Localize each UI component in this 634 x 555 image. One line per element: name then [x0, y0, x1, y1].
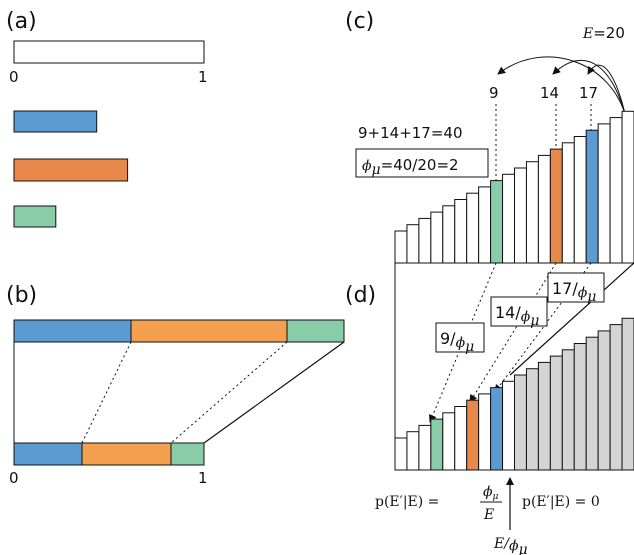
formula-right: p(E′|E) = 0	[522, 494, 600, 510]
bar-c-3	[418, 217, 432, 264]
panel-c-label: (c)	[345, 9, 374, 34]
segment-orange	[13, 158, 129, 182]
formula-frac-num: ϕμ	[483, 484, 499, 502]
bar-d-6	[454, 406, 468, 471]
panel-b-label: (b)	[6, 283, 37, 308]
unit-interval-end: 1	[198, 68, 208, 86]
bar-d-13	[537, 361, 551, 471]
stacked-bottom-green	[170, 442, 205, 466]
cutoff-label: E/ϕμ	[493, 536, 528, 555]
panel-d-label: (d)	[345, 283, 376, 308]
unit-interval-start: 0	[9, 68, 19, 86]
box-14-phi	[490, 296, 548, 327]
bar-d-16	[573, 343, 587, 471]
bar-c-19	[609, 117, 623, 264]
panel-c: (c) E=20 9 14 17 9+14+17=40 ϕμ=40/20=2	[345, 9, 634, 264]
bar-c-18	[597, 123, 611, 264]
transition-right	[509, 262, 634, 376]
bar-d-12	[525, 368, 539, 471]
box-14-text: 14/ϕμ	[495, 303, 539, 329]
bar-d-1	[394, 437, 408, 471]
panel-a-label: (a)	[6, 9, 37, 34]
formula-frac-den: E	[483, 507, 494, 523]
arrow-to-17	[587, 64, 627, 119]
bar-c-20	[621, 110, 634, 264]
bar-c-15	[561, 142, 575, 264]
bar-d-14	[549, 355, 563, 471]
stacked-top-green	[286, 319, 345, 343]
connector-dotted-1	[81, 341, 132, 444]
bar-c-1	[394, 230, 408, 264]
bar-d-19	[609, 324, 623, 471]
phi-box	[355, 148, 489, 178]
phi-value: =40/20=2	[381, 156, 459, 174]
connector-dotted-2	[170, 341, 288, 444]
bar-d-4	[430, 418, 444, 471]
bar-c-2	[406, 224, 420, 264]
bar-d-8	[478, 393, 492, 471]
bar-c-12	[525, 161, 539, 264]
bar-d-20	[621, 317, 634, 471]
phi-subscript: μ	[372, 162, 381, 178]
stacked-top-blue	[13, 319, 132, 343]
bar-c-9	[490, 180, 504, 264]
bars-d	[394, 317, 634, 471]
stacked-bottom-start: 0	[9, 469, 19, 487]
energy-value: =20	[593, 24, 625, 42]
arrow-to-14	[552, 60, 627, 119]
bar-d-15	[561, 349, 575, 471]
bar-c-5	[442, 205, 456, 264]
bar-c-7	[466, 192, 480, 264]
bar-d-9	[490, 387, 504, 471]
sum-text: 9+14+17=40	[358, 124, 463, 142]
phi-text: ϕμ=40/20=2	[362, 156, 459, 178]
bars-c	[394, 110, 634, 264]
bar-c-6	[454, 199, 468, 264]
box-17-text: 17/ϕμ	[552, 279, 596, 305]
bar-d-11	[514, 374, 527, 471]
bar-d-10	[502, 380, 515, 471]
bar-c-11	[514, 167, 527, 264]
bar-d-7	[466, 399, 480, 471]
bar-d-3	[418, 424, 432, 471]
connector-right	[203, 341, 345, 444]
bar-c-8	[478, 186, 492, 264]
stacked-bottom-end: 1	[198, 469, 208, 487]
bar-d-18	[597, 330, 611, 471]
phi-symbol: ϕ	[362, 158, 372, 174]
bar-d-5	[442, 412, 456, 471]
map-dotted-14	[469, 262, 557, 403]
stacked-top-orange	[130, 319, 288, 343]
index-9: 9	[489, 84, 499, 102]
box-9-text: 9/ϕμ	[440, 329, 474, 355]
panel-b: (b) 0 1	[6, 283, 345, 487]
bar-c-10	[502, 173, 515, 264]
stacked-bottom-orange	[81, 442, 172, 466]
bar-c-13	[537, 154, 551, 264]
segment-blue	[13, 110, 98, 133]
index-14: 14	[540, 84, 559, 102]
bar-c-17	[585, 129, 599, 264]
index-17: 17	[579, 84, 598, 102]
arrow-to-9	[497, 56, 627, 119]
panel-a: (a) 0 1	[6, 9, 208, 228]
bar-c-14	[549, 148, 563, 264]
unit-interval-bar	[13, 40, 205, 64]
energy-label: E=20	[582, 24, 625, 42]
bar-c-4	[430, 211, 444, 264]
box-9-phi	[435, 322, 485, 353]
box-17-phi	[547, 272, 605, 303]
stacked-bottom-blue	[13, 442, 83, 466]
bar-c-16	[573, 136, 587, 264]
segment-green	[13, 205, 57, 228]
formula-left: p(E′|E) =	[375, 494, 439, 510]
panel-d: (d) 17/ϕμ 14/ϕμ 9/ϕμ p(E′|E) = ϕμ E p(E′…	[345, 272, 634, 555]
energy-var: E	[582, 26, 593, 42]
bar-d-2	[406, 431, 420, 471]
bar-d-17	[585, 336, 599, 471]
